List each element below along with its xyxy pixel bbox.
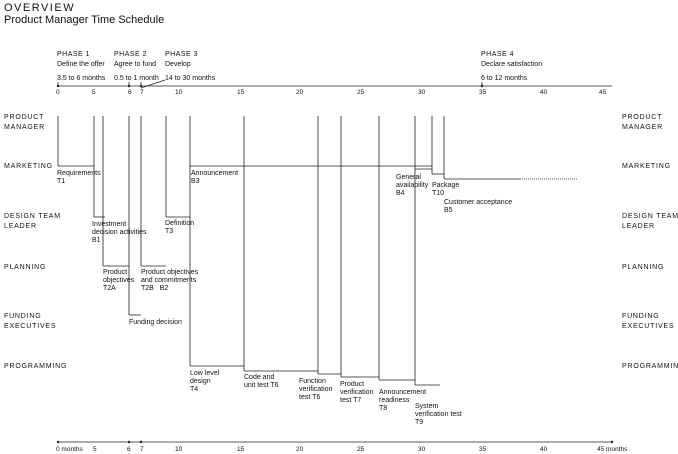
phase3-pointer: [140, 79, 166, 89]
task-announcement-readiness: Announcement readiness T8: [379, 389, 427, 412]
bottom-tick-0: 0 months: [56, 446, 83, 453]
phase-2-name: Agree to fund: [114, 61, 157, 68]
top-tick-45: 45: [599, 89, 607, 96]
lane-right-product-manager: PRODUCT MANAGER: [622, 114, 663, 131]
task-system-verification: System verification test T9: [415, 403, 462, 426]
lane-right-marketing: MARKETING: [622, 163, 671, 170]
phase-3-name: Develop: [165, 61, 191, 68]
top-tick-15: 15: [237, 89, 245, 96]
task-investment: Investment decision activities B1: [92, 221, 147, 244]
task-requirements: Requirements T1: [57, 170, 101, 185]
bottom-tick-35: 35: [479, 446, 487, 453]
task-function-verification: Function verification test T6: [299, 378, 333, 401]
phase-4: PHASE 4 Declare satisfaction 6 to 12 mon…: [481, 50, 542, 84]
lane-left-marketing: MARKETING: [4, 163, 53, 170]
bottom-tick-10: 10: [175, 446, 183, 453]
phase-4-duration: 6 to 12 months: [481, 75, 528, 82]
lane-left-design-team-leader: DESIGN TEAM LEADER: [4, 213, 61, 230]
lane-left-product-manager: PRODUCT MANAGER: [4, 114, 45, 131]
lane-left-funding-executives: FUNDING EXECUTIVES: [4, 313, 57, 330]
task-product-objectives-commitments: Product objectives and commitments T2B B2: [141, 269, 199, 292]
phase-1-number: PHASE 1: [57, 51, 91, 58]
task-funding-decision: Funding decision: [129, 319, 182, 326]
task-general-availability: General availability B4: [396, 174, 429, 197]
phase-3: PHASE 3 Develop 14 to 30 months: [165, 50, 215, 84]
lane-right-design-team-leader: DESIGN TEAM LEADER: [622, 213, 678, 230]
lane-right-planning: PLANNING: [622, 264, 665, 271]
task-definition: Definition T3: [165, 220, 195, 235]
task-product-objectives: Product objectives T2A: [103, 269, 135, 292]
lane-right-programming: PROGRAMMING: [622, 363, 678, 370]
phase-2: PHASE 2 Agree to fund 0.5 to 1 month: [114, 50, 159, 84]
axis-dots: [56, 84, 614, 444]
phase-1-duration: 3.5 to 6 months: [57, 75, 106, 82]
bottom-tick-5: 5: [93, 446, 97, 453]
top-tick-0: 0: [56, 89, 60, 96]
phase-4-name: Declare satisfaction: [481, 61, 543, 68]
task-product-verification: Product verification test T7: [340, 381, 374, 404]
bottom-tick-20: 20: [296, 446, 304, 453]
bottom-tick-30: 30: [418, 446, 426, 453]
top-tick-20: 20: [296, 89, 304, 96]
task-customer-acceptance: Customer acceptance B5: [444, 199, 513, 214]
bottom-tick-15: 15: [237, 446, 245, 453]
bottom-tick-7: 7: [140, 446, 144, 453]
overview-heading: OVERVIEW: [4, 2, 76, 14]
bottom-tick-6: 6: [127, 446, 131, 453]
top-tick-35: 35: [479, 89, 487, 96]
phase-4-number: PHASE 4: [481, 51, 515, 58]
phase-3-duration: 14 to 30 months: [165, 75, 216, 82]
top-tick-30: 30: [418, 89, 426, 96]
top-tick-10: 10: [175, 89, 183, 96]
lane-right-funding-executives: FUNDING EXECUTIVES: [622, 313, 675, 330]
bottom-tick-40: 40: [540, 446, 548, 453]
top-tick-25: 25: [357, 89, 365, 96]
bottom-tick-45: 45 months: [597, 446, 628, 453]
phase-2-number: PHASE 2: [114, 51, 148, 58]
task-announcement: Announcement B3: [191, 170, 239, 185]
phase-2-duration: 0.5 to 1 month: [114, 75, 159, 82]
task-code-unit-test: Code and unit test T6: [244, 374, 279, 389]
top-tick-7: 7: [140, 89, 144, 96]
task-low-level-design: Low level design T4: [190, 370, 220, 393]
top-tick-40: 40: [540, 89, 548, 96]
lane-left-planning: PLANNING: [4, 264, 47, 271]
phase-3-number: PHASE 3: [165, 51, 199, 58]
phase-1-name: Define the offer: [57, 61, 105, 68]
top-tick-5: 5: [92, 89, 96, 96]
top-tick-6: 6: [128, 89, 132, 96]
task-package: Package T10: [432, 182, 460, 197]
page-title: Product Manager Time Schedule: [4, 14, 165, 26]
bottom-tick-25: 25: [357, 446, 365, 453]
phase-1: PHASE 1 Define the offer 3.5 to 6 months: [57, 50, 105, 84]
lane-left-programming: PROGRAMMING: [4, 363, 68, 370]
